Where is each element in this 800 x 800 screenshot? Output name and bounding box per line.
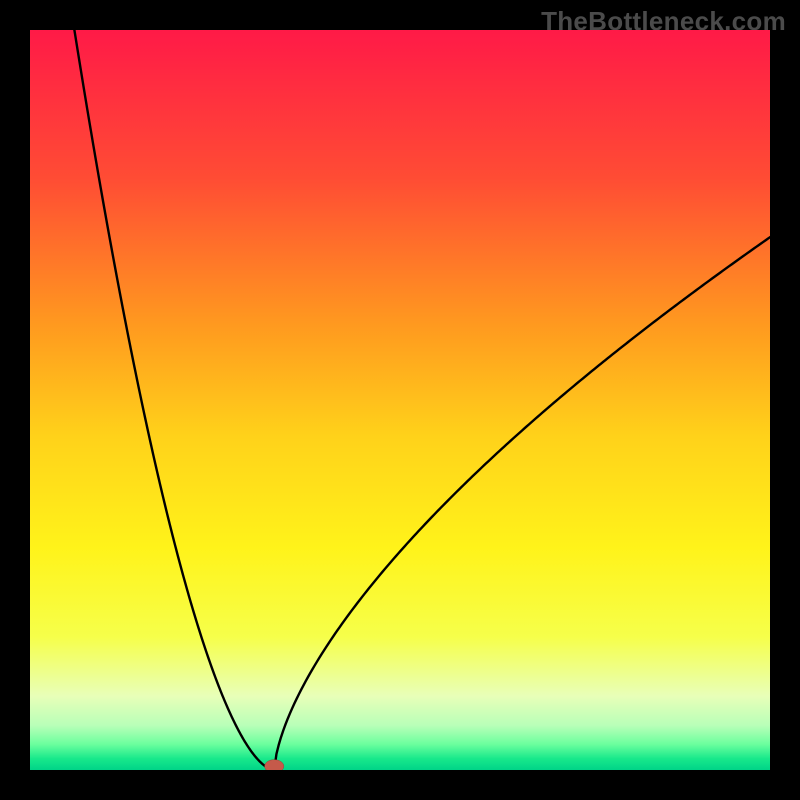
plot-area	[30, 30, 770, 770]
plot-svg	[30, 30, 770, 770]
chart-frame: TheBottleneck.com	[0, 0, 800, 800]
